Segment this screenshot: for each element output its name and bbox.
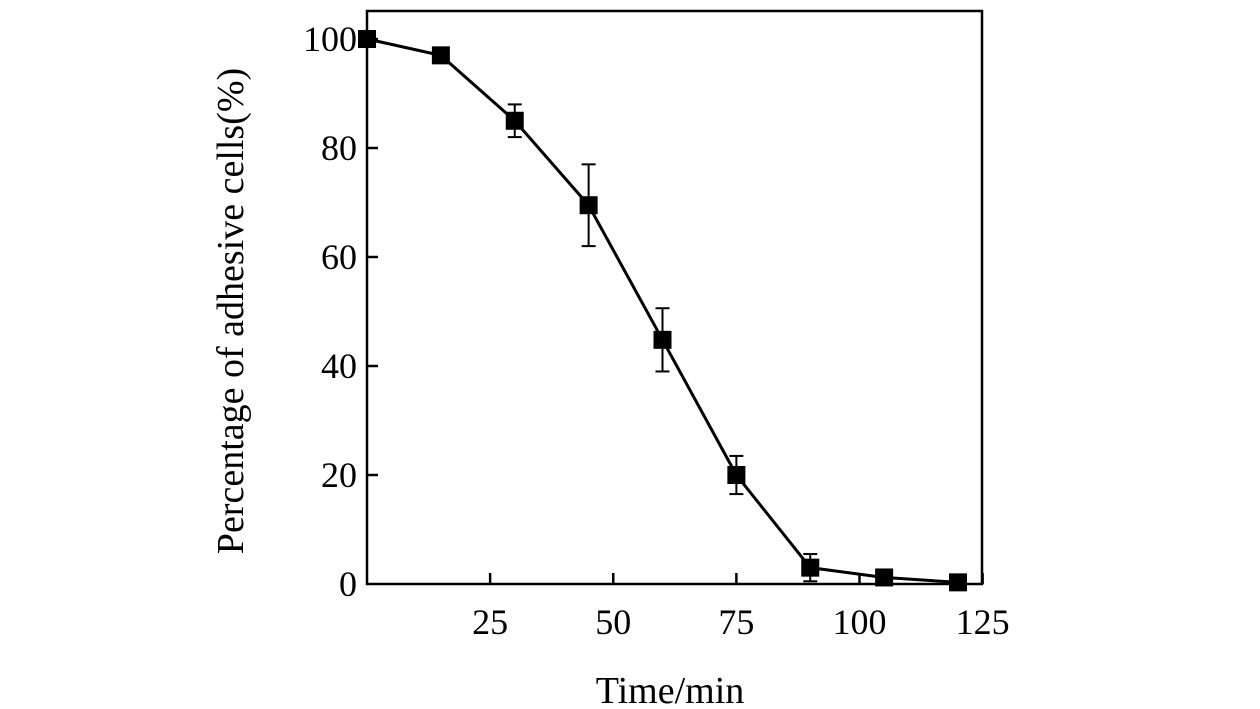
x-tick-label: 100 bbox=[833, 602, 887, 642]
plot-frame bbox=[365, 9, 984, 586]
y-tick-label: 60 bbox=[321, 237, 357, 277]
y-tick-label: 80 bbox=[321, 128, 357, 168]
y-tick-label: 100 bbox=[303, 19, 357, 59]
y-tick-label: 40 bbox=[321, 346, 357, 386]
data-point bbox=[653, 330, 672, 349]
data-point bbox=[949, 573, 967, 592]
x-tick-label: 50 bbox=[595, 602, 631, 642]
x-tick-label: 125 bbox=[956, 602, 1010, 642]
y-axis-title: Percentage of adhesive cells(%) bbox=[210, 68, 252, 554]
x-axis-title: Time/min bbox=[596, 670, 745, 709]
data-point bbox=[801, 558, 820, 577]
x-tick-label: 25 bbox=[472, 602, 508, 642]
y-tick-label: 0 bbox=[339, 564, 357, 604]
data-point bbox=[431, 46, 450, 65]
plot-area: 25 50 75 100 125 0 20 40 60 80 100 bbox=[303, 9, 1010, 642]
data-point bbox=[358, 30, 376, 48]
data-point bbox=[875, 568, 894, 587]
data-point bbox=[579, 196, 598, 215]
data-point bbox=[727, 466, 746, 484]
y-tick-label: 20 bbox=[321, 455, 357, 495]
data-point bbox=[505, 111, 524, 130]
x-tick-label: 75 bbox=[718, 602, 754, 642]
